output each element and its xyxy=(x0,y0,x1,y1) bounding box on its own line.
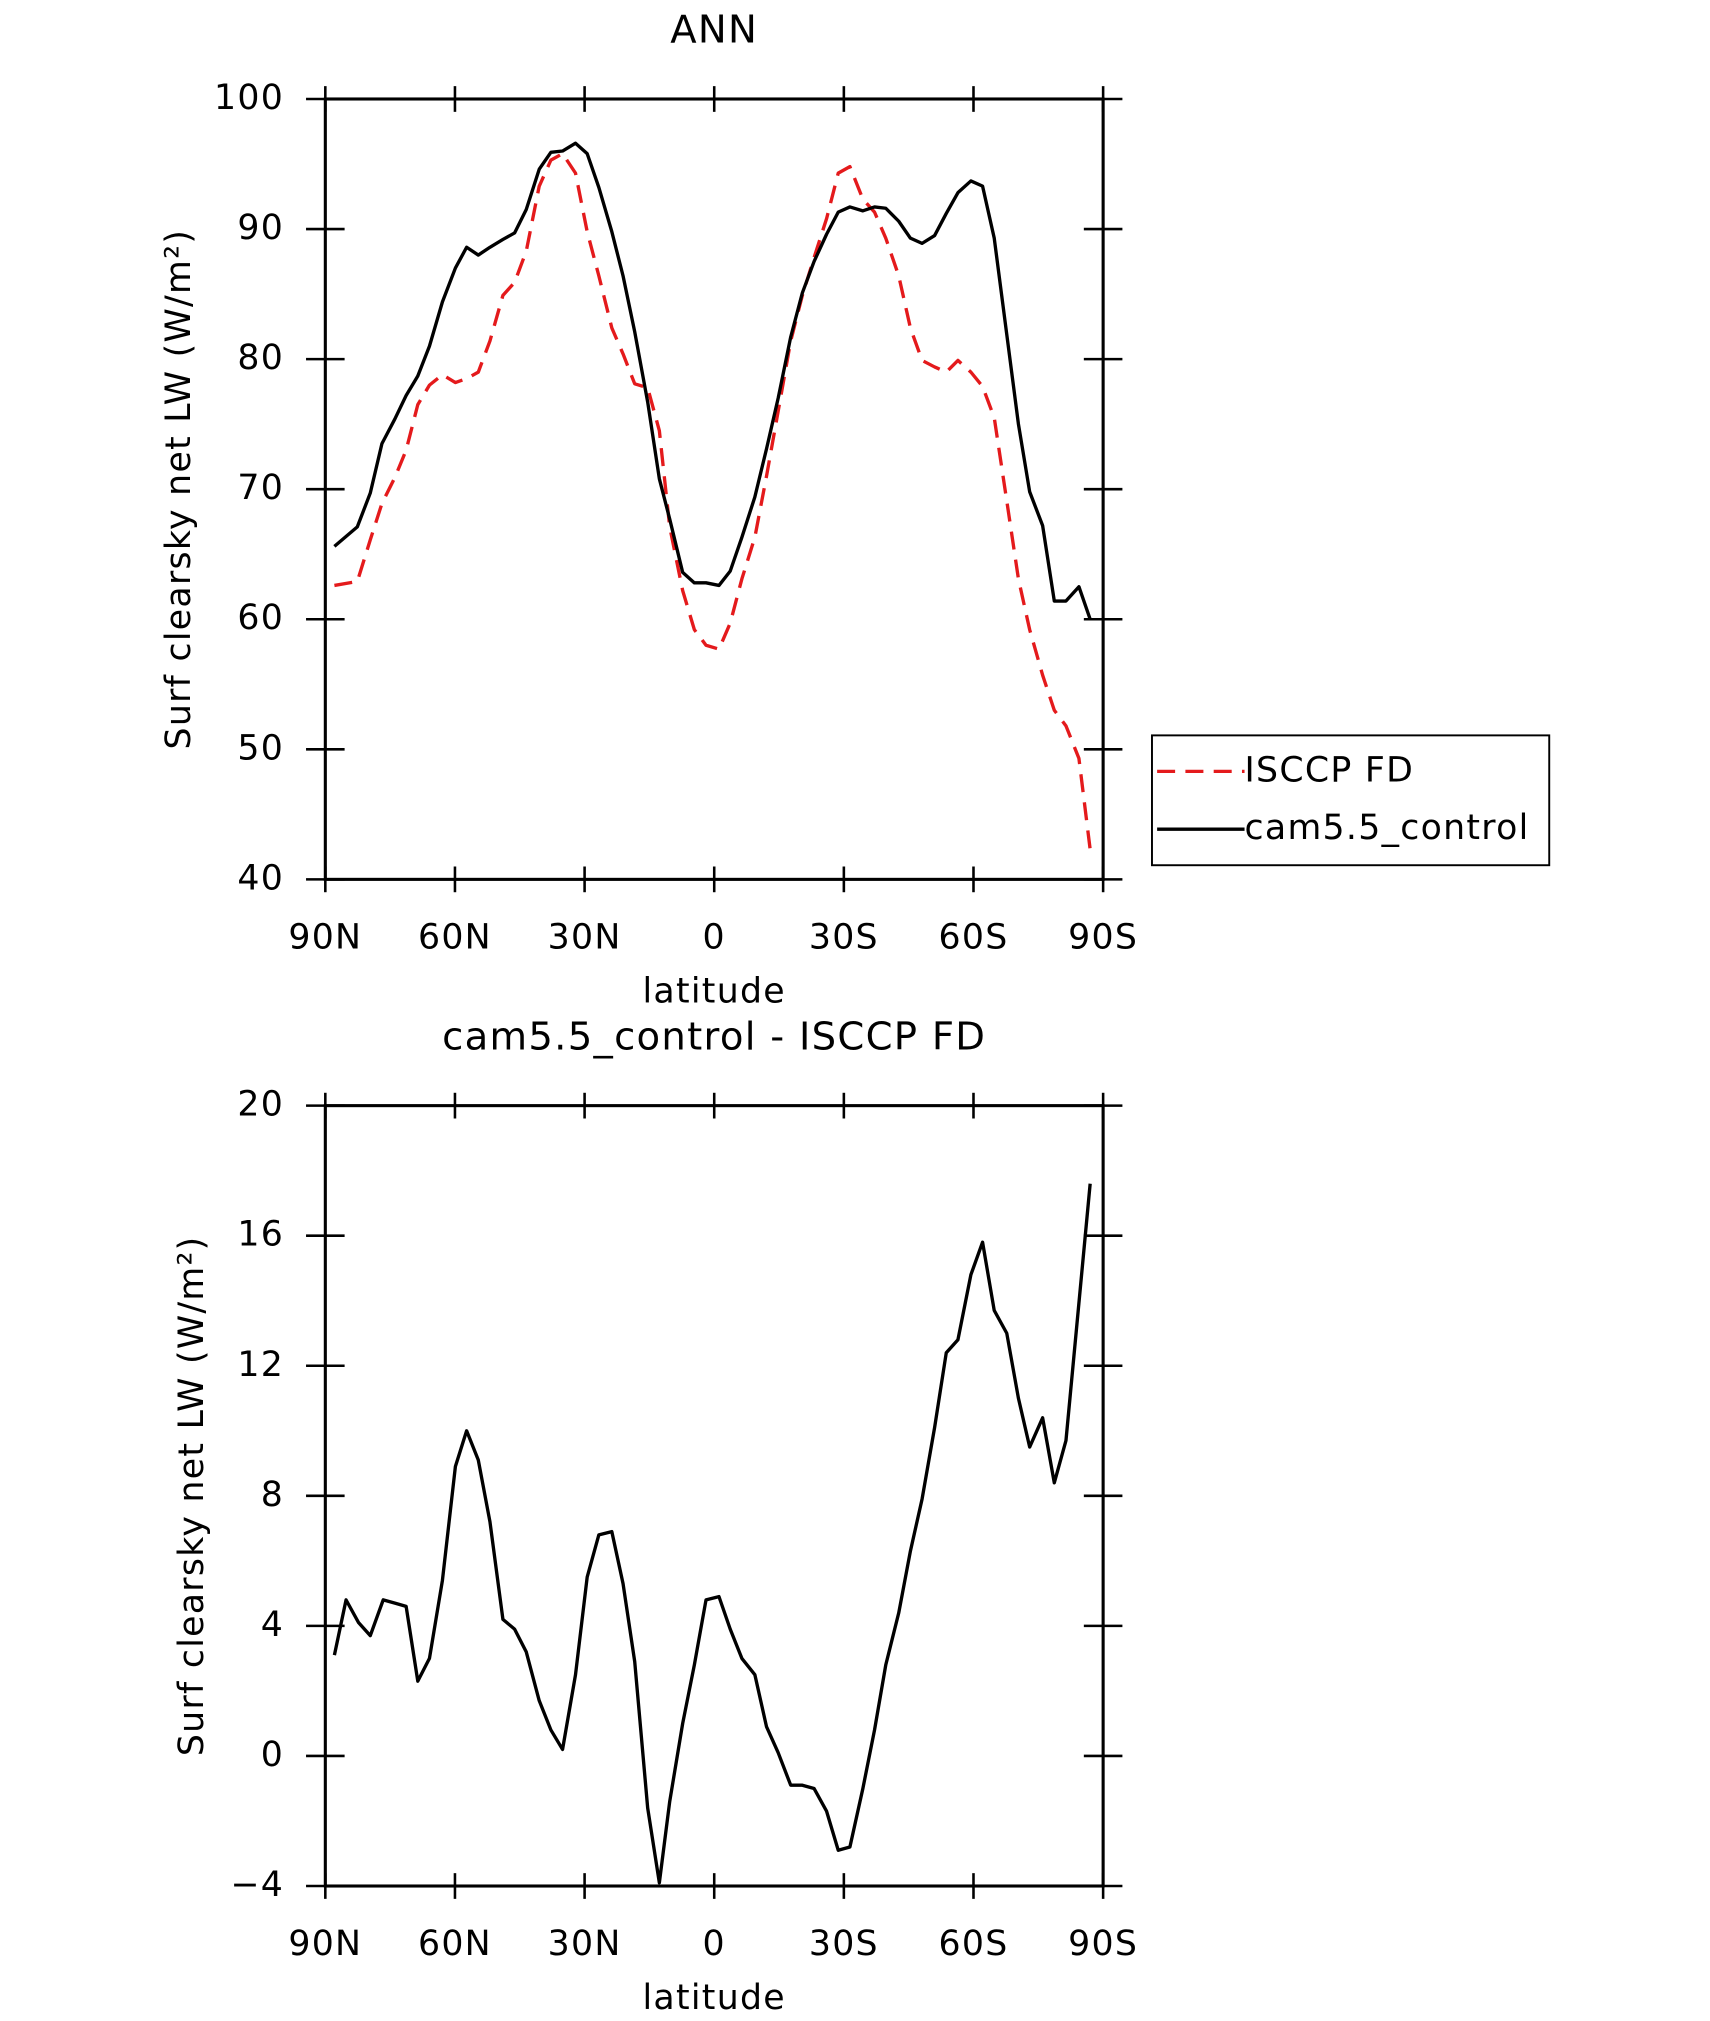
y-tick-label: 40 xyxy=(237,858,284,898)
data-line xyxy=(332,1183,1092,1885)
y-tick-label: 4 xyxy=(261,1605,284,1645)
x-tick-label: 60N xyxy=(418,1924,492,1964)
y-tick-label: 16 xyxy=(237,1215,284,1255)
y-tick-label: 70 xyxy=(237,468,284,508)
y-axis-label: Surf clearsky net LW (W/m²) xyxy=(159,229,199,750)
plot-frame xyxy=(323,97,1105,881)
y-tick-label: 8 xyxy=(261,1475,284,1515)
y-tick-label: 90 xyxy=(237,208,284,248)
y-axis-label: Surf clearsky net LW (W/m²) xyxy=(172,1236,212,1757)
legend-label: ISCCP FD xyxy=(1245,750,1415,790)
y-tick-label: 100 xyxy=(214,78,284,118)
y-tick-label: 80 xyxy=(237,338,284,378)
chart-title: cam5.5_control - ISCCP FD xyxy=(442,1014,986,1059)
x-tick-label: 60S xyxy=(938,918,1008,958)
x-tick-label: 30S xyxy=(809,918,879,958)
y-tick-label: −4 xyxy=(230,1865,284,1905)
x-tick-label: 90S xyxy=(1068,1924,1138,1964)
x-tick-label: 60N xyxy=(418,918,492,958)
y-tick-label: 20 xyxy=(237,1085,284,1125)
x-tick-label: 30S xyxy=(809,1924,879,1964)
y-tick-label: 12 xyxy=(237,1345,284,1385)
data-line xyxy=(334,151,1092,850)
y-tick-label: 0 xyxy=(261,1735,284,1775)
plot-frame xyxy=(323,1104,1105,1888)
x-tick-label: 60S xyxy=(938,1924,1008,1964)
x-tick-label: 90S xyxy=(1068,918,1138,958)
x-tick-label: 30N xyxy=(548,918,622,958)
y-tick-label: 60 xyxy=(237,598,284,638)
data-line xyxy=(333,141,1092,620)
x-tick-label: 0 xyxy=(703,918,726,958)
legend-label: cam5.5_control xyxy=(1245,808,1530,848)
legend-box xyxy=(1151,734,1551,867)
x-axis-label: latitude xyxy=(643,1978,786,2018)
x-tick-label: 30N xyxy=(548,1924,622,1964)
x-tick-label: 90N xyxy=(288,918,362,958)
chart-title: ANN xyxy=(670,8,758,53)
x-tick-label: 0 xyxy=(703,1924,726,1964)
x-axis-label: latitude xyxy=(643,972,786,1012)
y-tick-label: 50 xyxy=(237,728,284,768)
x-tick-label: 90N xyxy=(288,1924,362,1964)
